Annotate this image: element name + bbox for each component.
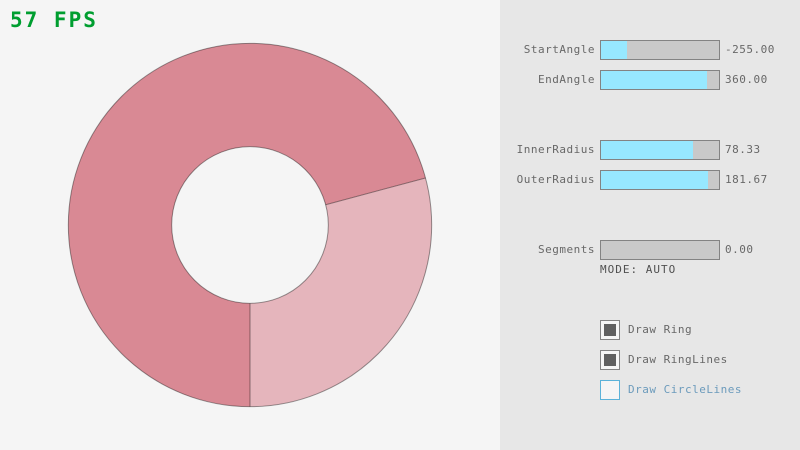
inner-radius-value: 78.33 [725, 143, 761, 156]
inner-radius-slider[interactable] [600, 140, 720, 160]
ring-edge-line-start [325, 177, 426, 206]
slider-row-inner-radius: InnerRadius 78.33 [500, 140, 800, 160]
start-angle-slider-fill [601, 41, 627, 59]
control-panel: StartAngle -255.00 EndAngle 360.00 Inner… [500, 0, 800, 450]
end-angle-label: EndAngle [538, 73, 595, 86]
inner-radius-label: InnerRadius [516, 143, 595, 156]
segments-value: 0.00 [725, 243, 754, 256]
draw-circlelines-checkbox[interactable]: Draw CircleLines [600, 380, 800, 400]
draw-ring-checkbox[interactable]: Draw Ring [600, 320, 800, 340]
slider-row-outer-radius: OuterRadius 181.67 [500, 170, 800, 190]
ring-sector-dark [68, 43, 426, 407]
slider-row-end-angle: EndAngle 360.00 [500, 70, 800, 90]
draw-ring-checkbox-box[interactable] [600, 320, 620, 340]
end-angle-slider[interactable] [600, 70, 720, 90]
outer-radius-label: OuterRadius [516, 173, 595, 186]
draw-ringlines-checkbox[interactable]: Draw RingLines [600, 350, 800, 370]
end-angle-slider-fill [601, 71, 708, 89]
fps-counter: 57 FPS [10, 8, 98, 32]
slider-row-segments: Segments 0.00 [500, 240, 800, 260]
ring-outer-outline [67, 42, 433, 408]
segments-label: Segments [538, 243, 595, 256]
inner-radius-slider-fill [601, 141, 694, 159]
segments-mode-text: MODE: AUTO [600, 263, 677, 276]
draw-circlelines-checkbox-label: Draw CircleLines [628, 383, 742, 396]
checkmark-fill [604, 324, 616, 336]
outer-radius-slider-fill [601, 171, 709, 189]
ring-inner-outline [171, 146, 329, 304]
draw-ring-checkbox-label: Draw Ring [628, 323, 693, 336]
ring-sector-light [250, 177, 432, 407]
outer-radius-slider[interactable] [600, 170, 720, 190]
segments-slider[interactable] [600, 240, 720, 260]
start-angle-label: StartAngle [523, 43, 595, 56]
checkmark-fill [604, 354, 616, 366]
slider-row-start-angle: StartAngle -255.00 [500, 40, 800, 60]
draw-ringlines-checkbox-box[interactable] [600, 350, 620, 370]
draw-ringlines-checkbox-label: Draw RingLines [628, 353, 728, 366]
end-angle-value: 360.00 [725, 73, 768, 86]
outer-radius-value: 181.67 [725, 173, 768, 186]
ring-canvas [67, 42, 433, 408]
start-angle-slider[interactable] [600, 40, 720, 60]
draw-circlelines-checkbox-box[interactable] [600, 380, 620, 400]
start-angle-value: -255.00 [725, 43, 775, 56]
